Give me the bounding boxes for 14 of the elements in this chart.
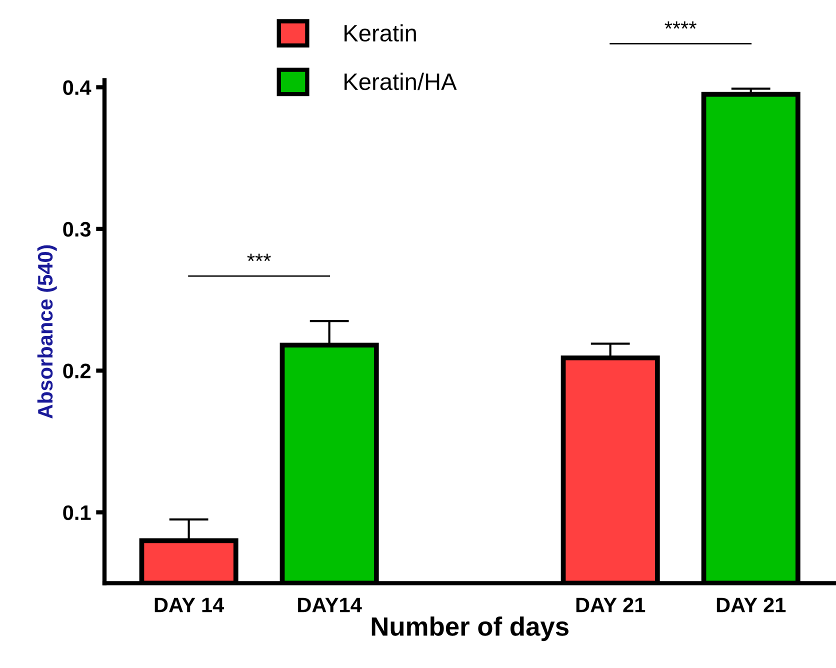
x-tick-label: DAY14 (298, 598, 362, 612)
y-tick-label: 0.4 (63, 80, 92, 95)
x-tick-label: DAY 14 (154, 598, 224, 612)
x-axis-title: Number of days (372, 616, 568, 642)
x-tick-label: DAY 21 (576, 598, 646, 612)
y-tick-label: 0.1 (63, 505, 91, 520)
y-axis-title: Absorbance (540) (37, 245, 57, 419)
x-tick-label: DAY 21 (716, 598, 786, 612)
y-tick-label: 0.3 (63, 222, 91, 237)
y-tick-label: 0.2 (63, 364, 90, 378)
annotation: *** (247, 254, 271, 262)
legend-label: Keratin/HA (344, 72, 457, 90)
text: **** (664, 21, 696, 29)
legend-label: Keratin (344, 24, 416, 42)
